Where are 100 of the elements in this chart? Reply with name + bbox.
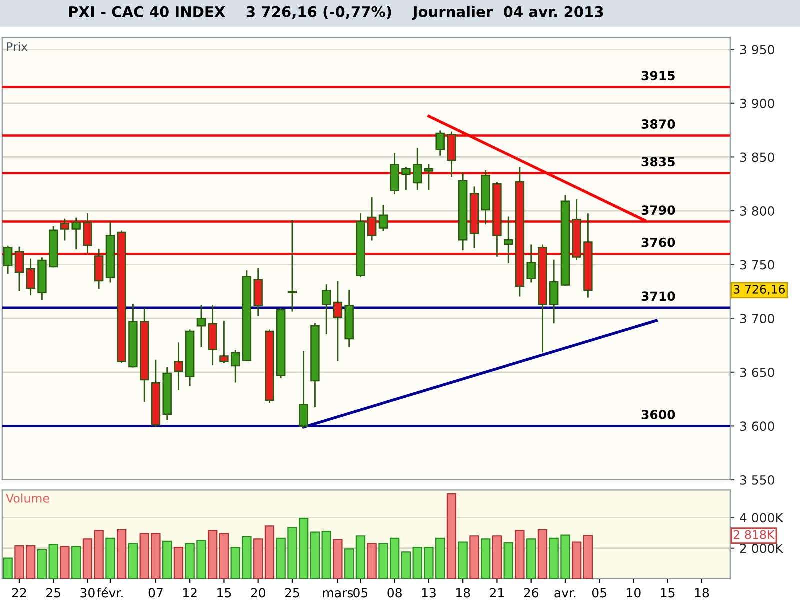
candlestick xyxy=(299,351,308,428)
ref-line-label: 3915 xyxy=(642,71,675,81)
x-tick-label: 25 xyxy=(46,588,60,598)
bar xyxy=(333,539,343,579)
x-tick-label: 10 xyxy=(627,588,641,598)
bar xyxy=(254,538,264,579)
candlestick xyxy=(412,148,422,190)
y-axis-title: Prix xyxy=(7,42,28,52)
candlestick xyxy=(436,130,445,156)
bar xyxy=(470,536,480,579)
bar xyxy=(60,546,70,579)
bar xyxy=(481,538,491,579)
y-tick-label: 3 600 xyxy=(740,422,774,432)
chart-title: PXI - CAC 40 INDEX 3 726,16 (-0,77%) Journalier 04 avr. 2013 xyxy=(69,6,604,20)
candlestick xyxy=(378,204,388,232)
ref-line-label: 3710 xyxy=(642,292,676,302)
candlestick xyxy=(220,321,229,364)
candlestick xyxy=(504,216,514,264)
y-tick-label: 4 000K xyxy=(740,513,784,523)
bar xyxy=(356,536,366,579)
candlestick xyxy=(174,342,184,390)
bar xyxy=(322,530,332,579)
candlestick xyxy=(367,197,377,241)
y-tick-label: 2 000K xyxy=(740,544,784,554)
x-tick-label: févr. xyxy=(97,588,123,598)
candlestick xyxy=(549,260,559,324)
y-tick-label: 3 650 xyxy=(740,368,774,378)
x-tick-label: 05 xyxy=(592,588,606,598)
x-tick-label: 22 xyxy=(12,588,26,598)
y-tick-label: 3 950 xyxy=(740,45,774,55)
y-tick-label: 3 750 xyxy=(740,260,774,270)
bar xyxy=(117,529,127,579)
bar xyxy=(264,526,275,579)
bar xyxy=(82,538,93,579)
bar xyxy=(3,558,13,579)
x-tick-label: 15 xyxy=(661,588,675,598)
y-tick-label: 3 800 xyxy=(740,206,774,216)
candlestick xyxy=(83,214,92,254)
x-tick-label: avr. xyxy=(554,590,576,598)
x-tick-label: 07 xyxy=(148,588,163,598)
bar xyxy=(492,536,502,579)
y-tick-label: 3 700 xyxy=(740,314,774,324)
candlestick xyxy=(424,164,434,190)
bar xyxy=(37,549,48,579)
x-tick-label: 30 xyxy=(80,588,95,598)
bar xyxy=(106,538,116,579)
bar xyxy=(310,532,320,579)
x-tick-label: 25 xyxy=(285,588,300,598)
ref-line-label: 3760 xyxy=(642,238,676,248)
candlestick xyxy=(333,281,343,362)
candlestick xyxy=(526,244,536,283)
bar xyxy=(344,548,354,579)
bar xyxy=(526,538,536,579)
x-tick-label: 18 xyxy=(695,588,710,598)
ref-line-label: 3870 xyxy=(642,120,676,129)
chart-title: Volume xyxy=(6,494,50,503)
x-tick-label: 08 xyxy=(388,588,402,598)
bar xyxy=(458,542,468,579)
x-tick-label: 18 xyxy=(456,588,470,598)
text: 3 726,16 xyxy=(734,284,786,296)
candlestick xyxy=(26,258,36,296)
x-tick-label: 15 xyxy=(218,588,232,598)
bar xyxy=(538,529,548,579)
ref-line-label: 3790 xyxy=(642,206,676,216)
candlestick xyxy=(72,218,81,250)
bar xyxy=(504,542,514,579)
y-tick-label: 3 850 xyxy=(740,152,774,162)
candlestick xyxy=(3,246,13,274)
bar xyxy=(48,544,58,579)
bar xyxy=(72,546,82,579)
ref-line-label: 3835 xyxy=(642,157,675,167)
candlestick xyxy=(196,305,206,348)
candlestick xyxy=(322,284,332,334)
bar xyxy=(515,530,525,579)
bar xyxy=(174,547,184,579)
candlestick xyxy=(402,167,411,190)
x-tick-label: mars xyxy=(323,590,354,598)
x-tick-label: 21 xyxy=(490,588,504,598)
x-tick-label: 12 xyxy=(184,588,197,598)
candlestick xyxy=(288,220,298,312)
bar xyxy=(367,543,377,579)
bar xyxy=(401,552,412,579)
bar xyxy=(219,533,230,579)
bar xyxy=(162,540,172,579)
bar xyxy=(583,535,594,579)
bar xyxy=(94,530,104,579)
y-tick-label: 3 550 xyxy=(740,475,774,485)
bar xyxy=(446,493,457,579)
candlestick xyxy=(230,350,240,383)
candlestick xyxy=(60,218,70,241)
ref-line-label: 3600 xyxy=(642,410,676,420)
x-tick-label: 13 xyxy=(422,588,436,598)
x-tick-label: 20 xyxy=(251,588,266,598)
bar xyxy=(208,530,218,579)
bar xyxy=(572,542,582,579)
bar xyxy=(128,543,138,579)
x-tick-label: 05 xyxy=(354,588,368,598)
text: 2 818K xyxy=(734,530,775,540)
candlestick xyxy=(14,246,24,292)
x-tick-label: 26 xyxy=(524,588,539,598)
